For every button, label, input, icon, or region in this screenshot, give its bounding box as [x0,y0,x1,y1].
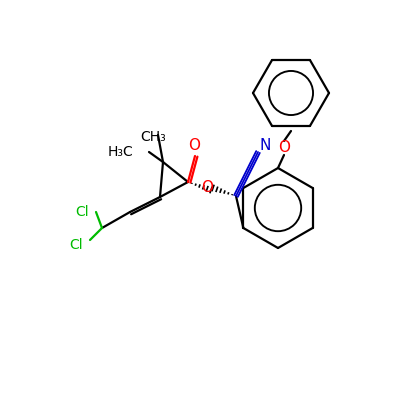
Text: O: O [188,138,200,154]
Text: N: N [259,138,271,154]
Text: O: O [278,140,290,156]
Text: Cl: Cl [69,238,83,252]
Text: Cl: Cl [75,205,89,219]
Text: CH₃: CH₃ [140,130,166,144]
Text: H₃C: H₃C [107,145,133,159]
Text: O: O [201,180,213,196]
